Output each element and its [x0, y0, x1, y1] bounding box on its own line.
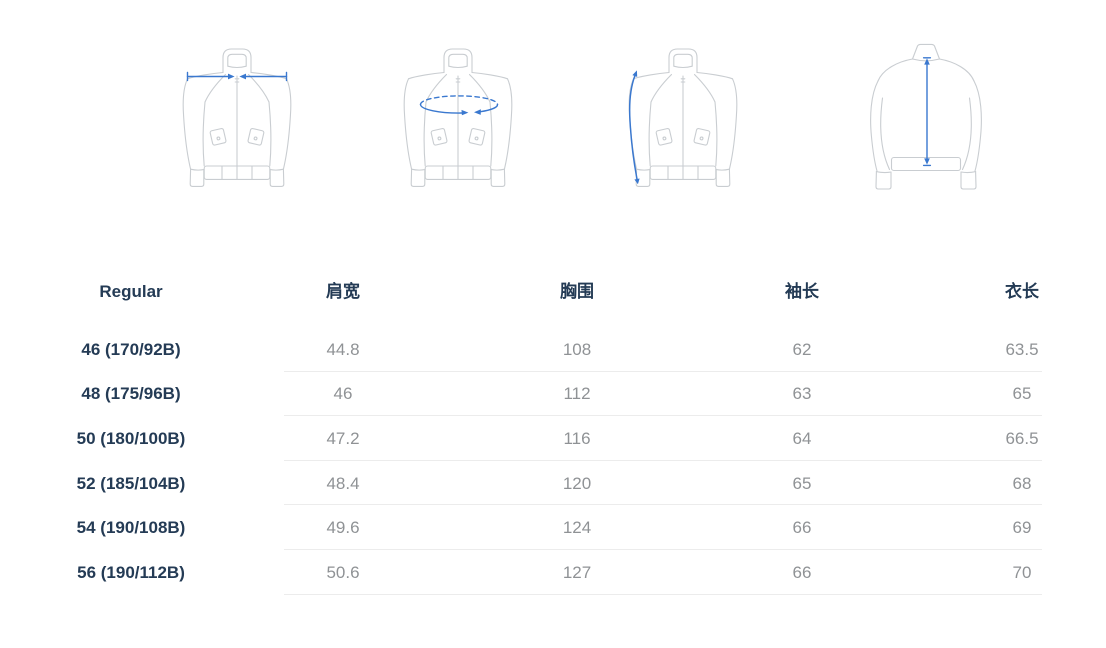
length-value: 69	[1012, 518, 1032, 538]
sleeve-value: 65	[792, 473, 812, 493]
chest-value: 127	[562, 562, 592, 582]
table-row: 48 (175/96B) 46 112 63 65	[0, 372, 1106, 417]
shoulder-value: 50.6	[326, 562, 360, 582]
table-row: 46 (170/92B) 44.8 108 62 63.5	[0, 327, 1106, 372]
shoulder-value: 46	[333, 384, 353, 404]
length-value: 70	[1012, 562, 1032, 582]
table-row: 54 (190/108B) 49.6 124 66 69	[0, 505, 1106, 550]
size-label: 48 (175/96B)	[81, 384, 181, 404]
col-header-chest: 胸围	[560, 281, 594, 301]
sleeve-value: 66	[792, 518, 812, 538]
chest-value: 108	[562, 339, 592, 359]
sleeve-value: 64	[792, 428, 812, 448]
chest-value: 112	[563, 384, 591, 404]
sleeve-value: 66	[792, 562, 812, 582]
shoulder-value: 44.8	[326, 339, 360, 359]
jacket-front-sleeve-length-icon	[628, 45, 738, 191]
table-row: 56 (190/112B) 50.6 127 66 70	[0, 550, 1106, 595]
length-value: 63.5	[1005, 339, 1039, 359]
sleeve-value: 63	[792, 384, 812, 404]
size-table: 46 (170/92B) 44.8 108 62 63.5 48 (175/96…	[0, 327, 1106, 595]
jacket-front-chest-circumference-icon	[403, 45, 513, 191]
length-value: 68	[1012, 473, 1032, 493]
size-label: 56 (190/112B)	[77, 562, 185, 582]
size-label: 46 (170/92B)	[81, 339, 181, 359]
shoulder-value: 48.4	[326, 473, 360, 493]
chest-value: 124	[562, 518, 592, 538]
sleeve-value: 62	[792, 339, 812, 359]
shoulder-value: 49.6	[326, 518, 360, 538]
length-value: 65	[1012, 384, 1032, 404]
jacket-front-shoulder-width-icon	[182, 45, 292, 191]
length-value: 66.5	[1005, 428, 1039, 448]
table-row: 52 (185/104B) 48.4 120 65 68	[0, 461, 1106, 506]
size-label: 54 (190/108B)	[76, 518, 186, 538]
size-table-header-row: Regular 肩宽 胸围 袖长 衣长	[0, 270, 1106, 312]
col-header-garment-length: 衣长	[1005, 281, 1039, 301]
size-label: 52 (185/104B)	[76, 473, 186, 493]
chest-value: 120	[562, 473, 592, 493]
shoulder-value: 47.2	[326, 428, 360, 448]
fit-type-label: Regular	[99, 281, 163, 301]
size-label: 50 (180/100B)	[76, 428, 186, 448]
jacket-back-garment-length-icon	[866, 42, 986, 192]
col-header-sleeve-length: 袖长	[785, 281, 819, 301]
col-header-shoulder-width: 肩宽	[326, 281, 360, 301]
table-row: 50 (180/100B) 47.2 116 64 66.5	[0, 416, 1106, 461]
chest-value: 116	[563, 428, 591, 448]
